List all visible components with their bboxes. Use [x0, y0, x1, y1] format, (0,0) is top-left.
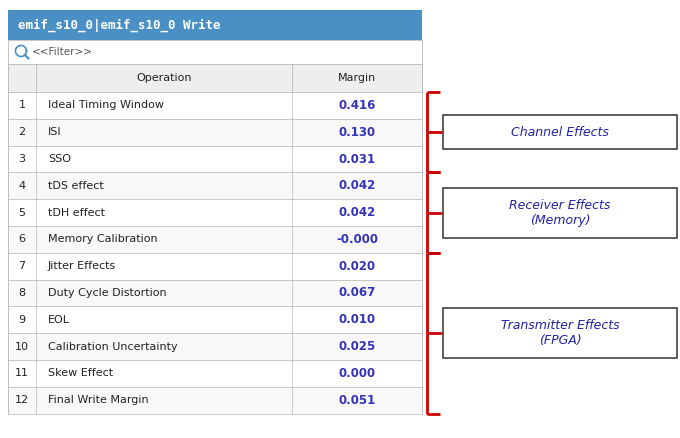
- Text: ISI: ISI: [48, 127, 62, 137]
- Text: Receiver Effects
(Memory): Receiver Effects (Memory): [509, 198, 611, 226]
- Text: 0.042: 0.042: [339, 206, 375, 219]
- Text: 12: 12: [15, 395, 29, 405]
- Text: 10: 10: [15, 342, 29, 352]
- Text: Skew Effect: Skew Effect: [48, 368, 113, 378]
- FancyBboxPatch shape: [8, 387, 422, 413]
- Text: emif_s10_0|emif_s10_0 Write: emif_s10_0|emif_s10_0 Write: [18, 18, 220, 32]
- FancyBboxPatch shape: [8, 307, 422, 333]
- FancyBboxPatch shape: [8, 10, 422, 40]
- Text: Calibration Uncertainty: Calibration Uncertainty: [48, 342, 177, 352]
- FancyBboxPatch shape: [8, 253, 422, 279]
- Text: 1: 1: [18, 100, 26, 110]
- Text: 0.025: 0.025: [339, 340, 375, 353]
- Text: 0.416: 0.416: [339, 99, 375, 112]
- Text: 0.067: 0.067: [339, 286, 375, 300]
- Text: Operation: Operation: [136, 73, 192, 83]
- Text: Final Write Margin: Final Write Margin: [48, 395, 149, 405]
- Text: Transmitter Effects
(FPGA): Transmitter Effects (FPGA): [500, 319, 619, 347]
- Text: Duty Cycle Distortion: Duty Cycle Distortion: [48, 288, 167, 298]
- Text: SSO: SSO: [48, 154, 71, 164]
- FancyBboxPatch shape: [8, 173, 422, 199]
- FancyBboxPatch shape: [443, 115, 677, 149]
- FancyBboxPatch shape: [8, 199, 422, 226]
- FancyBboxPatch shape: [443, 187, 677, 237]
- Text: 0.020: 0.020: [339, 260, 375, 273]
- FancyBboxPatch shape: [8, 145, 422, 173]
- Text: 5: 5: [18, 208, 26, 218]
- Text: Jitter Effects: Jitter Effects: [48, 261, 116, 271]
- Text: 0.051: 0.051: [339, 394, 375, 407]
- FancyBboxPatch shape: [8, 333, 422, 360]
- FancyBboxPatch shape: [8, 40, 422, 64]
- FancyBboxPatch shape: [8, 64, 422, 92]
- Text: 6: 6: [18, 234, 26, 244]
- Text: 0.010: 0.010: [339, 313, 375, 326]
- Text: 9: 9: [18, 315, 26, 325]
- Text: 0.000: 0.000: [339, 367, 375, 380]
- Text: <<Filter>>: <<Filter>>: [32, 47, 93, 57]
- Text: 4: 4: [18, 181, 26, 191]
- Text: 7: 7: [18, 261, 26, 271]
- Text: -0.000: -0.000: [336, 233, 378, 246]
- Text: 8: 8: [18, 288, 26, 298]
- Text: 0.130: 0.130: [339, 126, 375, 139]
- Text: 3: 3: [18, 154, 26, 164]
- Text: 11: 11: [15, 368, 29, 378]
- Text: EOL: EOL: [48, 315, 70, 325]
- Text: Channel Effects: Channel Effects: [511, 126, 609, 139]
- Text: Ideal Timing Window: Ideal Timing Window: [48, 100, 164, 110]
- Text: 2: 2: [18, 127, 26, 137]
- FancyBboxPatch shape: [8, 119, 422, 145]
- Text: tDS effect: tDS effect: [48, 181, 104, 191]
- FancyBboxPatch shape: [8, 226, 422, 253]
- FancyBboxPatch shape: [443, 308, 677, 358]
- Text: tDH effect: tDH effect: [48, 208, 105, 218]
- Text: Margin: Margin: [338, 73, 376, 83]
- Text: Memory Calibration: Memory Calibration: [48, 234, 158, 244]
- FancyBboxPatch shape: [8, 92, 422, 119]
- Text: 0.031: 0.031: [339, 152, 375, 166]
- FancyBboxPatch shape: [8, 360, 422, 387]
- Text: 0.042: 0.042: [339, 179, 375, 192]
- FancyBboxPatch shape: [8, 279, 422, 307]
